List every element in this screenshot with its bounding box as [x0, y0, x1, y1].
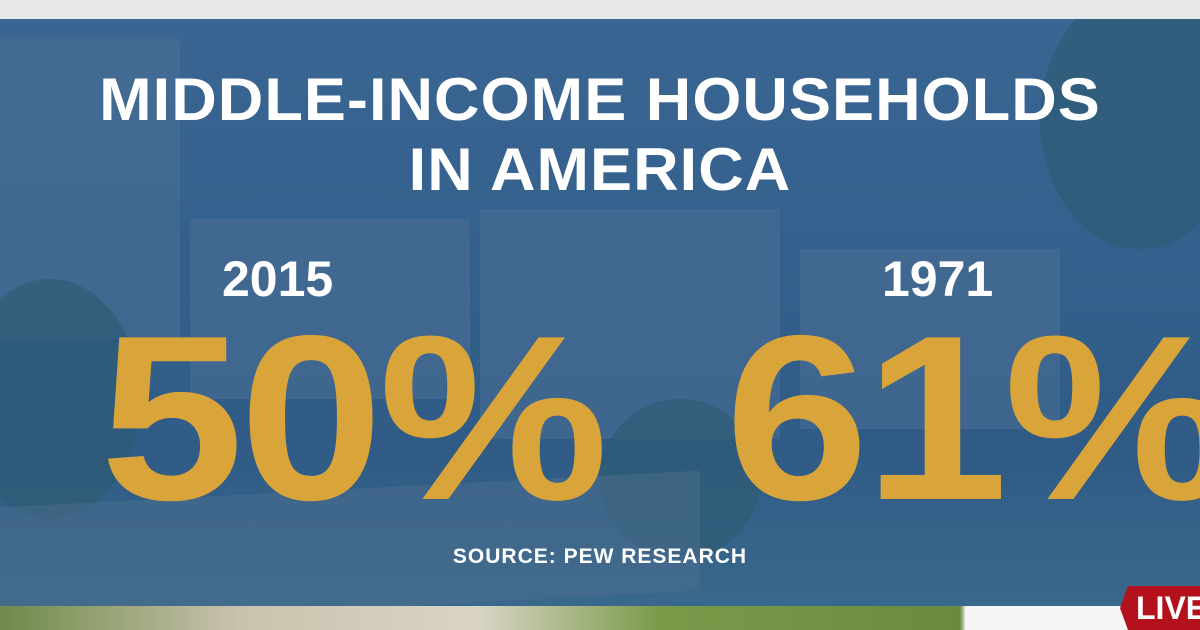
background-house-photo	[0, 19, 1200, 630]
live-badge: LIVE	[1120, 586, 1200, 630]
house-shape	[190, 219, 470, 399]
house-shape	[800, 249, 1060, 429]
tree-shape	[1040, 19, 1200, 249]
source-credit: SOURCE: PEW RESEARCH	[452, 545, 748, 568]
tree-shape	[0, 279, 140, 519]
year-label-1971: 1971	[882, 251, 994, 307]
top-band	[0, 0, 1200, 19]
lower-third-bar	[965, 607, 1125, 630]
stat-value-2015: 50%	[100, 286, 609, 549]
graphic-title-line1: MIDDLE-INCOME HOUSEHOLDS	[99, 66, 1101, 133]
graphic-title-line2: IN AMERICA	[408, 136, 792, 203]
year-label-2015: 2015	[222, 251, 334, 307]
stat-value-1971: 61%	[725, 286, 1200, 549]
house-shape	[480, 209, 780, 439]
